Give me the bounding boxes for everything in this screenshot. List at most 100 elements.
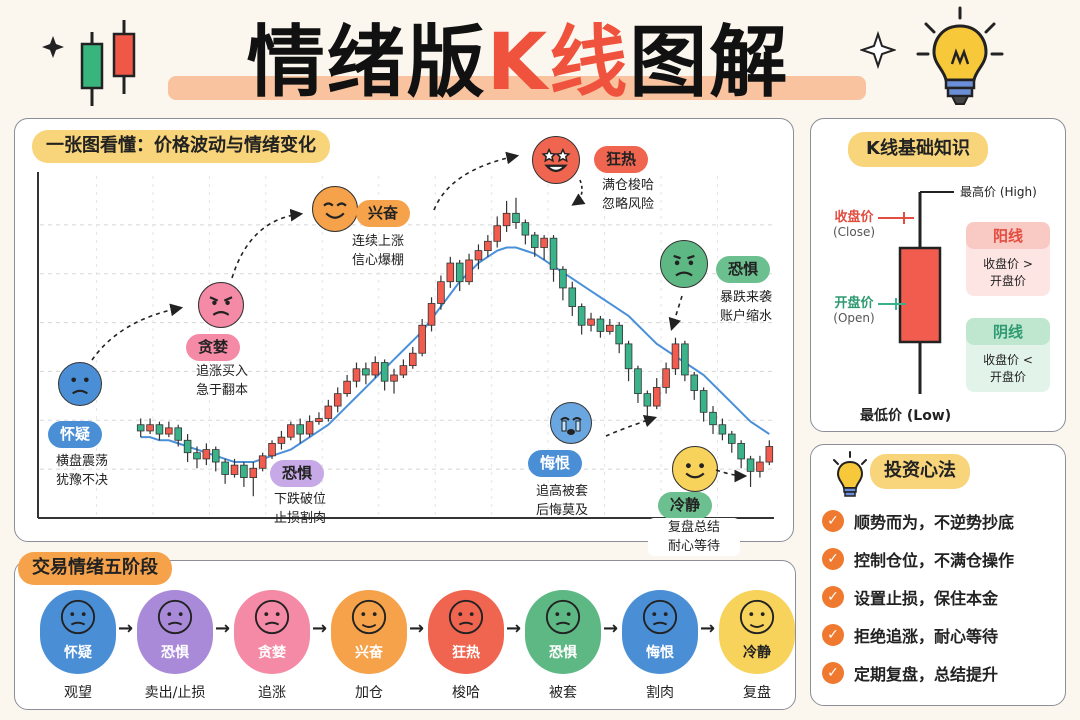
- phase-item: 悔恨: [622, 590, 698, 674]
- candle-anatomy-diagram: [878, 191, 954, 394]
- stage-label-greed: 贪婪: [186, 334, 241, 361]
- candle-up: [268, 442, 276, 457]
- candle-down: [709, 411, 717, 426]
- phase-face-icon: [738, 598, 776, 636]
- basics-title: K线基础知识: [848, 132, 988, 167]
- check-icon: ✓: [822, 662, 844, 684]
- open-label-en: (Open): [833, 311, 875, 325]
- candle-up: [493, 225, 501, 242]
- candle-up: [146, 424, 154, 432]
- high-label: 最高价 (High): [960, 185, 1037, 199]
- candle-down: [193, 452, 201, 460]
- candle-up: [352, 368, 361, 382]
- stage-caption-fear-top: 暴跌来袭 账户缩水: [700, 288, 792, 326]
- open-label-cn: 开盘价: [834, 296, 874, 311]
- stage-caption-excite-2: 信心爆棚: [351, 253, 404, 268]
- tip-item: ✓ 设置止损，保住本金: [822, 582, 998, 612]
- stage-label-excite: 兴奋: [356, 200, 411, 227]
- candle-down: [718, 424, 727, 435]
- title-part-1: 情绪版: [246, 18, 487, 108]
- stage-caption-fear-low-1: 下跌破位: [273, 492, 326, 507]
- tips-title: 投资心法: [870, 454, 970, 489]
- phase-item: 恐惧: [525, 590, 601, 674]
- candle-up: [437, 281, 445, 304]
- candle-down: [634, 368, 642, 395]
- candle-down: [699, 390, 708, 413]
- stage-caption-calm-2: 耐心等待: [667, 539, 720, 554]
- candle-up: [333, 393, 342, 407]
- phase-action: 加仓: [355, 685, 383, 701]
- yang-line-1: 收盘价 >: [983, 257, 1033, 271]
- candle-up: [540, 237, 548, 248]
- candle-down: [568, 287, 577, 307]
- phase-item: 怀疑: [40, 590, 116, 674]
- candle-up: [399, 365, 408, 376]
- tips-lightbulb-icon: [833, 451, 867, 497]
- phase-arrow: →: [118, 618, 134, 639]
- stage-caption-calm-1: 复盘总结: [667, 520, 720, 535]
- stage-caption-frenzy-2: 忽略风险: [601, 197, 654, 212]
- tip-item: ✓ 顺势而为，不逆势抄底: [822, 506, 1014, 536]
- header: 情绪版 K线 图解: [0, 0, 1080, 112]
- phase-action: 被套: [549, 685, 577, 701]
- phase-arrow: →: [700, 618, 716, 639]
- phase-arrow: →: [409, 618, 425, 639]
- stage-caption-doubt-2: 犹豫不决: [55, 473, 108, 488]
- moving-average-line: [140, 246, 770, 464]
- phase-action: 追涨: [258, 685, 286, 701]
- candle-up: [230, 464, 239, 475]
- candle-up: [258, 455, 267, 469]
- stage-caption-excite: 连续上涨 信心爆棚: [332, 232, 424, 270]
- candle-icon: [42, 20, 136, 106]
- excite-face-icon: [312, 186, 358, 232]
- candle-down: [362, 368, 370, 376]
- stage-label-regret: 悔恨: [528, 450, 583, 477]
- candle-down: [174, 427, 182, 441]
- candle-up: [324, 405, 333, 419]
- phase-item: 冷静: [719, 590, 795, 674]
- stage-caption-greed-1: 追涨买入: [195, 364, 248, 379]
- candle-up: [671, 343, 680, 370]
- phases-section-title: 交易情绪五阶段: [18, 552, 172, 585]
- candle-up: [502, 212, 511, 227]
- candle-up: [587, 318, 595, 326]
- close-label-cn: 收盘价: [834, 210, 874, 225]
- regret-face-icon: [550, 402, 592, 444]
- phase-arrow: →: [312, 618, 328, 639]
- page-title: 情绪版 K线 图解: [168, 6, 868, 108]
- candle-up: [165, 427, 173, 435]
- stage-caption-fear-top-2: 账户缩水: [719, 309, 772, 324]
- tip-text: 顺势而为，不逆势抄底: [854, 513, 1015, 532]
- stage-caption-regret-1: 追高被套: [535, 484, 588, 499]
- candle-down: [136, 424, 145, 432]
- phase-arrow: →: [506, 618, 522, 639]
- stage-caption-doubt: 横盘震荡 犹豫不决: [36, 452, 128, 490]
- candle-down: [549, 237, 558, 270]
- phase-action: 观望: [64, 685, 92, 701]
- candle-up: [315, 418, 323, 423]
- phase-item: 恐惧: [137, 590, 213, 674]
- frenzy-face-icon: [532, 136, 580, 184]
- candle-up: [484, 240, 492, 252]
- stage-caption-fear-top-1: 暴跌来袭: [719, 290, 772, 305]
- phase-name: 悔恨: [646, 645, 674, 661]
- candle-down: [615, 324, 623, 345]
- tip-text: 设置止损，保住本金: [854, 589, 999, 608]
- sparkle-icon: [860, 30, 896, 70]
- title-part-2: K线: [486, 18, 630, 108]
- open-label: 开盘价 (Open): [822, 292, 886, 325]
- stage-caption-regret: 追高被套 后悔莫及: [516, 482, 608, 520]
- stage-caption-greed-2: 急于翻本: [195, 383, 248, 398]
- stage-caption-calm: 复盘总结 耐心等待: [648, 518, 740, 556]
- tip-text: 定期复盘，总结提升: [854, 665, 999, 684]
- stage-caption-greed: 追涨买入 急于翻本: [176, 362, 268, 400]
- stage-label-calm: 冷静: [658, 492, 713, 519]
- candle-up: [371, 362, 380, 376]
- candle-down: [559, 268, 567, 289]
- phase-face-icon: [350, 598, 388, 636]
- phase-face-icon: [447, 598, 485, 636]
- check-icon: ✓: [822, 586, 844, 608]
- phase-name: 恐惧: [549, 645, 577, 661]
- candle-down: [155, 424, 164, 435]
- stage-caption-excite-1: 连续上涨: [351, 234, 404, 249]
